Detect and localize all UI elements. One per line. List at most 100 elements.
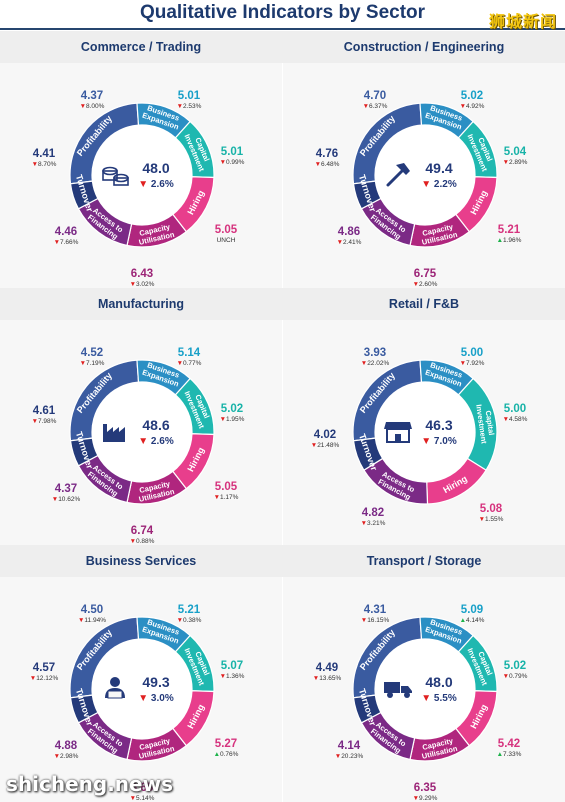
hiring-value: 5.27 [215, 738, 237, 750]
turnover-segment [69, 180, 99, 210]
capacity-utilisation-change: ▼0.88% [130, 538, 155, 545]
capacity-utilisation-change: ▼9.29% [413, 795, 438, 802]
center-index-value: 49.3 [142, 674, 169, 690]
storefront-icon [384, 422, 412, 443]
hiring-change: ▼1.17% [214, 494, 239, 501]
donut-hole [375, 125, 475, 225]
hiring-change: UNCH [217, 237, 236, 244]
capital-investment-value: 5.02 [221, 403, 243, 415]
profitability-value: 4.50 [81, 604, 103, 616]
donut-hole [375, 639, 475, 739]
center-index-value: 48.0 [142, 160, 169, 176]
center-index-change: ▼ 5.5% [421, 693, 457, 704]
profitability-value: 4.70 [364, 90, 386, 102]
capacity-utilisation-change: ▼3.02% [130, 281, 155, 288]
access-to-financing-change: ▼3.21% [361, 520, 386, 527]
turnover-value: 4.49 [316, 662, 338, 674]
turnover-segment [69, 694, 99, 724]
business-expansion-value: 5.02 [461, 90, 483, 102]
capacity-utilisation-value: 6.35 [414, 782, 437, 794]
center-index-change: ▼ 3.0% [138, 693, 174, 704]
business-expansion-change: ▼4.92% [460, 103, 485, 110]
sector-title-commerce: Commerce / Trading [80, 40, 202, 54]
coins-icon [102, 166, 129, 186]
access-to-financing-value: 4.46 [55, 226, 77, 238]
capital-investment-change: ▼1.95% [220, 416, 245, 423]
access-to-financing-value: 4.86 [338, 226, 360, 238]
profitability-value: 4.52 [81, 347, 103, 359]
donut-chart-3: ProfitabilityBusinessExpansionCapitalInv… [311, 347, 528, 527]
watermark-bottom: shicheng.news [6, 772, 173, 796]
capital-investment-value: 5.07 [221, 660, 243, 672]
row-band-1 [0, 31, 565, 63]
sector-title-transport: Transport / Storage [366, 554, 482, 568]
row-band-2 [0, 288, 565, 320]
donut-chart-4: ProfitabilityBusinessExpansionCapitalInv… [30, 604, 245, 802]
business-expansion-change: ▼2.53% [177, 103, 202, 110]
page-title: Qualitative Indicators by Sector [139, 2, 426, 23]
turnover-change: ▼12.12% [30, 675, 59, 682]
capital-investment-value: 5.04 [504, 146, 527, 158]
capacity-utilisation-value: 6.74 [131, 525, 154, 537]
profitability-change: ▼8.00% [80, 103, 105, 110]
watermark-top: 狮城新闻 [488, 14, 557, 31]
business-expansion-value: 5.21 [178, 604, 201, 616]
business-expansion-value: 5.01 [178, 90, 201, 102]
turnover-value: 4.76 [316, 148, 338, 160]
center-index-change: ▼ 2.6% [138, 436, 174, 447]
profitability-change: ▼16.15% [361, 617, 390, 624]
access-to-financing-value: 4.88 [55, 740, 78, 752]
hiring-value: 5.05 [215, 481, 238, 493]
capital-investment-change: ▼2.89% [503, 159, 528, 166]
title-rule [0, 28, 565, 30]
business-expansion-change: ▼7.92% [460, 360, 485, 367]
capacity-utilisation-value: 6.43 [131, 268, 153, 280]
capital-investment-value: 5.00 [504, 403, 526, 415]
capacity-utilisation-change: ▼2.60% [413, 281, 438, 288]
donut-chart-5: ProfitabilityBusinessExpansionCapitalInv… [313, 604, 528, 802]
business-expansion-value: 5.00 [461, 347, 483, 359]
business-expansion-change: ▲4.14% [460, 617, 485, 624]
center-index-change: ▼ 7.0% [421, 436, 457, 447]
center-index-value: 46.3 [425, 417, 452, 433]
center-index-value: 48.0 [425, 674, 452, 690]
turnover-value: 4.02 [314, 429, 336, 441]
access-to-financing-change: ▼2.41% [337, 239, 362, 246]
profitability-value: 3.93 [364, 347, 386, 359]
profitability-value: 4.31 [364, 604, 387, 616]
access-to-financing-value: 4.14 [338, 740, 361, 752]
capacity-utilisation-value: 6.65 [131, 782, 154, 794]
capital-investment-change: ▼0.99% [220, 159, 245, 166]
row-band-3 [0, 545, 565, 577]
profitability-change: ▼22.02% [361, 360, 390, 367]
worker-laptop-icon [105, 677, 125, 699]
hiring-value: 5.08 [480, 503, 503, 515]
hiring-change: ▲7.33% [497, 751, 522, 758]
turnover-change: ▼7.98% [32, 418, 57, 425]
capital-investment-value: 5.02 [504, 660, 526, 672]
capital-investment-value: 5.01 [221, 146, 244, 158]
business-expansion-change: ▼0.38% [177, 617, 202, 624]
business-expansion-change: ▼0.77% [177, 360, 202, 367]
hiring-change: ▲0.76% [214, 751, 239, 758]
turnover-segment [352, 694, 382, 724]
capital-investment-change: ▼1.36% [220, 673, 245, 680]
business-expansion-value: 5.09 [461, 604, 483, 616]
hiring-value: 5.42 [498, 738, 520, 750]
sector-title-manufacturing: Manufacturing [97, 297, 185, 311]
turnover-value: 4.57 [33, 662, 55, 674]
center-index-change: ▼ 2.6% [138, 179, 174, 190]
access-to-financing-value: 4.37 [55, 483, 77, 495]
capital-investment-change: ▼0.79% [503, 673, 528, 680]
access-to-financing-change: ▼20.23% [335, 753, 364, 760]
turnover-segment [352, 437, 384, 471]
capacity-utilisation-change: ▼5.14% [130, 795, 155, 802]
donut-hole [92, 125, 192, 225]
donut-hole [92, 382, 192, 482]
access-to-financing-value: 4.82 [362, 507, 384, 519]
turnover-value: 4.41 [33, 148, 56, 160]
donut-hole [92, 639, 192, 739]
profitability-change: ▼11.94% [78, 617, 106, 624]
access-to-financing-change: ▼10.62% [52, 496, 81, 503]
sector-title-business-services: Business Services [85, 554, 197, 568]
